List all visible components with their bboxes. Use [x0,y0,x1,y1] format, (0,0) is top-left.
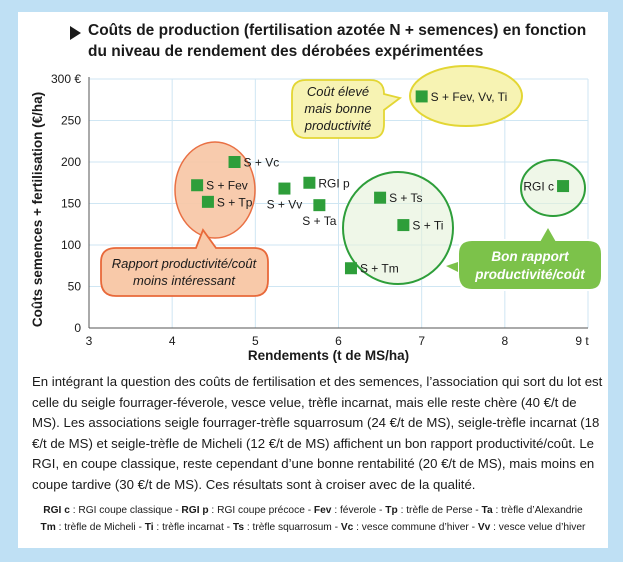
data-label: S + Ta [302,214,336,228]
legend-abbr: Tp [385,505,398,516]
legend-definition: : trèfle squarrosum - [244,522,341,533]
y-axis-label: Coûts semences + fertilisation (€/ha) [30,92,45,327]
x-tick-label: 7 [418,334,425,348]
legend-line-1: RGI c : RGI coupe classique - RGI p : RG… [20,502,606,519]
y-tick-label: 250 [61,114,81,128]
scatter-chart: 0 50 100 150 200 250 300 € 3 4 5 6 7 8 9 t Rendements … [30,65,603,363]
group-ellipse-rgi-c [520,159,586,217]
abbreviation-legend: RGI c : RGI coupe classique - RGI p : RG… [20,502,606,536]
data-label: RGI c [523,180,554,194]
callout-text-yellow: Coût élevé [307,84,369,99]
y-tick-label: 50 [68,280,82,294]
x-tick-label: 4 [169,334,176,348]
data-label: S + Fev [206,179,248,193]
y-tick-label: 150 [61,197,81,211]
x-tick-label: 8 [501,334,508,348]
legend-definition: : trèfle d’Alexandrie [492,505,583,516]
legend-abbr: Vc [340,522,354,533]
data-label: S + Tm [360,262,399,276]
x-tick-label: 5 [252,334,259,348]
callout-bubble-orange [100,228,269,297]
legend-definition: : RGI coupe précoce - [208,505,314,516]
data-label: S + Ts [389,191,422,205]
legend-abbr: Ts [232,522,244,533]
callout-text-yellow: productivité [304,118,371,133]
callout-text-orange: moins intéressant [133,273,236,288]
x-axis-label: Rendements (t de MS/ha) [248,348,409,363]
data-label: RGI p [318,176,350,190]
legend-abbr: RGI p [181,505,209,516]
callout-text-green: Bon rapport [491,249,569,264]
callout-pointer-green [446,262,458,272]
data-point-4 [303,176,316,189]
callout-bubble-yellow [291,79,403,139]
legend-definition: : RGI coupe classique - [69,505,182,516]
legend-abbr: Fev [313,505,332,516]
data-label: S + Tp [217,195,253,209]
data-label: S + Vv [267,198,303,212]
legend-abbr: Ti [144,522,154,533]
data-point-6 [374,191,387,204]
data-point-1 [191,179,204,192]
y-tick-label: 200 [61,155,81,169]
legend-abbr: Tm [40,522,56,533]
data-label: S + Fev, Vv, Ti [431,90,508,104]
data-point-7 [397,219,410,232]
data-point-10 [557,180,570,193]
data-point-3 [278,182,291,195]
legend-abbr: Vv [477,522,491,533]
legend-definition: : vesce velue d’hiver [490,522,586,533]
callout-bubble-green [457,223,603,291]
data-point-9 [415,90,428,103]
data-label: S + Vc [244,156,280,170]
chart-title: Coûts de production (fertilisation azoté… [88,22,587,60]
callout-text-green: productivité/coût [474,267,585,282]
x-tick-label: 6 [335,334,342,348]
legend-definition: : vesce commune d’hiver - [353,522,478,533]
data-point-5 [313,199,326,212]
x-tick-label: 3 [86,334,93,348]
legend-abbr: Ta [481,505,493,516]
legend-definition: : féverole - [331,505,386,516]
data-label: S + Ti [412,219,443,233]
callout-text-orange: Rapport productivité/coût [112,256,258,271]
description-paragraph: En intégrant la question des coûts de fe… [32,374,603,492]
legend-line-2: Tm : trèfle de Micheli - Ti : trèfle inc… [20,519,606,536]
y-tick-label: 300 € [51,72,81,86]
legend-abbr: RGI c [43,505,70,516]
legend-definition: : trèfle de Micheli - [55,522,145,533]
legend-definition: : trèfle de Perse - [397,505,482,516]
group-ellipse-yellow [409,65,523,127]
data-point-0 [228,156,241,168]
x-tick-label: 9 t [575,334,589,348]
callout-text-yellow: mais bonne [304,101,371,116]
title-arrow-icon [70,26,81,40]
data-point-2 [201,195,214,208]
y-tick-label: 0 [74,321,81,335]
legend-definition: : trèfle incarnat - [153,522,233,533]
data-point-8 [344,262,357,275]
y-tick-label: 100 [61,238,81,252]
